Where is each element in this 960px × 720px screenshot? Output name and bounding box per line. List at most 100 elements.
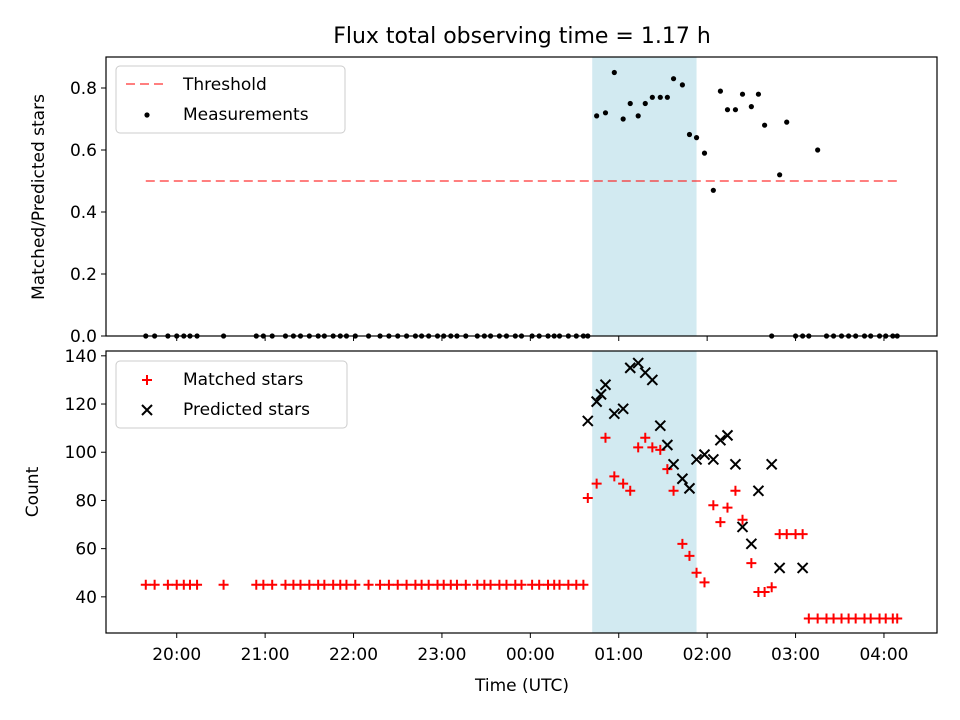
matched-star-marker [582, 493, 593, 504]
bottom-y-ticks: 40 60 80 100 120 140 [65, 347, 106, 608]
matched-star-marker [304, 579, 315, 590]
predicted-stars-points [582, 357, 809, 574]
measurement-point [710, 187, 716, 193]
predicted-star-marker [796, 562, 809, 574]
matched-star-marker [759, 587, 770, 598]
legend-measurements-label: Measurements [183, 105, 309, 125]
matched-star-marker [401, 579, 412, 590]
bottom-axes-frame [105, 350, 938, 634]
legend-predicted-marker [141, 404, 153, 416]
measurement-point [594, 113, 600, 119]
matched-star-marker [485, 579, 496, 590]
predicted-star-marker [654, 420, 667, 432]
bottom-legend: Matched stars Predicted stars [115, 360, 348, 429]
matched-stars-points [140, 432, 903, 624]
matched-star-marker [554, 579, 565, 590]
predicted-star-marker [599, 379, 612, 391]
legend-matched-label: Matched stars [183, 370, 303, 390]
matched-star-marker [708, 500, 719, 511]
top-legend-box [115, 65, 346, 134]
matched-star-marker [501, 579, 512, 590]
top-y-ticks: 0.0 0.2 0.4 0.6 0.8 [70, 79, 106, 347]
matched-star-marker [618, 478, 629, 489]
y-tick-label: 40 [75, 588, 97, 608]
measurement-point [620, 116, 626, 122]
matched-star-marker [149, 579, 160, 590]
predicted-star-marker [661, 439, 674, 451]
matched-star-marker [668, 485, 679, 496]
matched-star-marker [600, 432, 611, 443]
matched-star-marker [423, 579, 434, 590]
predicted-star-marker [745, 538, 758, 550]
predicted-star-marker [773, 562, 786, 574]
matched-star-marker [730, 485, 741, 496]
x-tick-label: 01:00 [594, 645, 643, 665]
matched-star-marker [383, 579, 394, 590]
predicted-star-marker [595, 388, 607, 401]
predicted-star-marker [608, 407, 621, 420]
measurement-point [649, 94, 655, 100]
measurement-point [724, 107, 731, 113]
y-tick-label: 120 [65, 395, 97, 415]
matched-star-marker [865, 613, 876, 624]
predicted-star-marker [646, 374, 659, 386]
top-axes-frame [105, 56, 938, 337]
matched-star-marker [162, 579, 173, 590]
predicted-star-marker [683, 482, 696, 495]
bottom-legend-box [115, 360, 348, 429]
predicted-star-marker [676, 473, 689, 485]
matched-star-marker [797, 529, 808, 540]
predicted-star-marker [582, 415, 594, 427]
y-tick-label: 60 [75, 540, 97, 560]
x-tick-label: 21:00 [241, 645, 290, 665]
legend-predicted-swatch [141, 404, 153, 416]
matched-star-marker [591, 478, 602, 489]
matched-star-marker [662, 464, 673, 475]
x-tick-label: 04:00 [859, 645, 908, 665]
matched-star-marker [392, 579, 403, 590]
top-y-axis-label: Matched/Predicted stars [29, 94, 49, 300]
x-tick-label: 03:00 [771, 645, 820, 665]
predicted-star-marker [698, 448, 711, 461]
matched-star-marker [319, 579, 330, 590]
measurement-point [664, 94, 670, 100]
matched-star-marker [684, 550, 695, 561]
matched-star-marker [803, 613, 814, 624]
matched-star-marker [350, 579, 361, 590]
matched-star-marker [460, 579, 471, 590]
x-axis-label: Time (UTC) [474, 676, 569, 696]
legend-matched-marker [142, 375, 152, 385]
matched-star-marker [633, 442, 644, 453]
matched-star-marker [766, 582, 777, 593]
bottom-highlight-span [592, 351, 697, 633]
measurement-point [670, 76, 677, 82]
predicted-star-marker [690, 453, 703, 466]
matched-star-marker [258, 579, 269, 590]
matched-star-marker [677, 538, 688, 549]
x-tick-label: 23:00 [417, 645, 466, 665]
y-tick-label: 0.8 [70, 79, 97, 99]
predicted-star-marker [667, 458, 680, 470]
matched-star-marker [722, 502, 733, 513]
matched-star-marker [812, 613, 823, 624]
x-tick-label: 02:00 [683, 645, 732, 665]
matched-star-marker [140, 579, 151, 590]
matched-star-marker [451, 579, 462, 590]
measurement-point [717, 88, 724, 94]
chart-title: Flux total observing time = 1.17 h [333, 24, 711, 49]
top-highlight-span [592, 57, 697, 336]
bottom-y-axis-label: Count [23, 466, 43, 517]
measurement-point [755, 91, 762, 97]
matched-star-marker [375, 579, 386, 590]
measurement-point [762, 122, 768, 128]
measurement-point [642, 100, 648, 107]
bottom-x-ticks: 20:00 21:00 22:00 23:00 00:00 01:00 02:00 03:00… [152, 633, 908, 665]
measurement-point [627, 100, 633, 107]
matched-star-marker [691, 567, 702, 578]
legend-predicted-label: Predicted stars [183, 400, 310, 420]
predicted-star-marker [765, 458, 778, 470]
legend-measurements-swatch [144, 112, 150, 118]
predicted-star-marker [632, 357, 644, 369]
top-panel: 0.00.20.40.60.8 Matched/Predicted stars … [29, 56, 938, 347]
